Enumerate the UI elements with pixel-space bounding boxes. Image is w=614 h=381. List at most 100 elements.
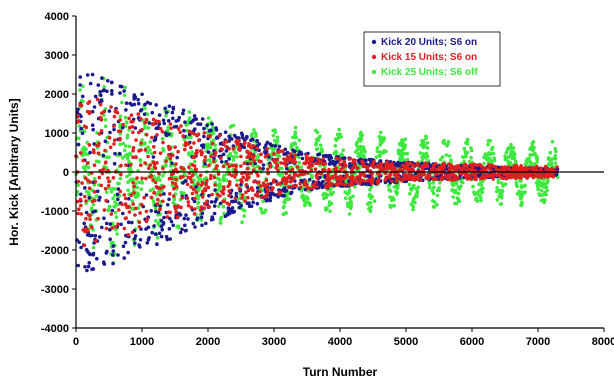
data-point bbox=[194, 117, 198, 121]
data-point bbox=[162, 215, 166, 220]
data-point bbox=[173, 145, 177, 149]
data-point bbox=[215, 164, 219, 168]
data-point bbox=[261, 167, 266, 171]
data-point bbox=[102, 109, 106, 114]
data-point bbox=[513, 159, 518, 164]
data-point bbox=[123, 115, 128, 120]
data-point bbox=[195, 148, 199, 153]
data-point bbox=[124, 163, 128, 167]
data-point bbox=[109, 212, 114, 216]
data-point bbox=[293, 153, 297, 157]
data-point bbox=[78, 75, 82, 79]
data-point bbox=[167, 227, 172, 231]
data-point bbox=[405, 151, 410, 156]
data-point bbox=[303, 197, 307, 201]
data-point bbox=[112, 124, 116, 129]
data-point bbox=[227, 153, 231, 158]
data-point bbox=[204, 183, 208, 187]
data-point bbox=[357, 175, 361, 179]
data-point bbox=[106, 176, 110, 180]
data-point bbox=[131, 181, 135, 185]
data-point bbox=[123, 196, 128, 201]
data-point bbox=[280, 166, 284, 171]
data-point bbox=[250, 155, 255, 159]
data-point bbox=[402, 173, 406, 177]
data-point bbox=[530, 141, 535, 146]
data-point bbox=[224, 144, 228, 149]
data-point bbox=[154, 219, 158, 223]
data-point bbox=[121, 244, 126, 248]
data-point bbox=[95, 256, 99, 261]
data-point bbox=[102, 216, 106, 220]
data-point bbox=[208, 134, 212, 138]
data-point bbox=[440, 155, 445, 159]
data-point bbox=[158, 186, 163, 191]
data-point bbox=[539, 188, 544, 193]
data-point bbox=[234, 151, 238, 155]
data-point bbox=[519, 179, 523, 183]
data-point bbox=[122, 226, 127, 231]
data-point bbox=[328, 183, 333, 187]
data-point bbox=[227, 157, 231, 161]
data-point bbox=[235, 155, 239, 159]
data-point bbox=[268, 165, 273, 169]
data-point bbox=[378, 166, 383, 170]
data-point bbox=[179, 205, 183, 210]
data-point bbox=[223, 130, 228, 134]
data-point bbox=[233, 196, 238, 201]
data-point bbox=[192, 114, 197, 118]
data-point bbox=[411, 174, 416, 179]
data-point bbox=[463, 171, 468, 176]
data-point bbox=[206, 116, 211, 120]
data-point bbox=[162, 192, 166, 196]
data-point bbox=[328, 209, 332, 213]
data-point bbox=[219, 215, 224, 220]
data-point bbox=[167, 104, 172, 108]
data-point bbox=[202, 131, 207, 135]
data-point bbox=[349, 201, 353, 205]
data-point bbox=[474, 177, 478, 182]
data-point bbox=[103, 186, 108, 191]
data-point bbox=[203, 202, 208, 206]
data-point bbox=[506, 171, 511, 176]
data-point bbox=[92, 163, 97, 167]
data-point bbox=[316, 152, 320, 157]
data-point bbox=[170, 153, 175, 158]
data-point bbox=[535, 160, 539, 164]
data-point bbox=[193, 207, 197, 211]
data-point bbox=[122, 256, 126, 260]
x-tick-label: 2000 bbox=[196, 336, 220, 348]
data-point bbox=[78, 151, 83, 155]
data-point bbox=[251, 188, 255, 192]
y-tick-label: -3000 bbox=[41, 284, 69, 296]
data-point bbox=[96, 143, 101, 148]
data-point bbox=[115, 232, 119, 236]
data-point bbox=[391, 196, 395, 201]
data-point bbox=[244, 183, 249, 187]
data-point bbox=[94, 239, 98, 243]
data-point bbox=[110, 89, 114, 93]
data-point bbox=[123, 240, 128, 245]
data-point bbox=[197, 138, 201, 143]
data-point bbox=[207, 158, 212, 162]
data-point bbox=[259, 152, 263, 156]
data-point bbox=[119, 172, 123, 177]
data-point bbox=[80, 131, 85, 136]
data-point bbox=[80, 94, 85, 99]
data-point bbox=[88, 180, 93, 184]
data-point bbox=[164, 133, 169, 138]
data-point bbox=[113, 108, 118, 113]
data-point bbox=[192, 141, 196, 145]
data-point bbox=[132, 184, 136, 189]
data-point bbox=[181, 181, 185, 185]
data-point bbox=[310, 175, 314, 180]
data-point bbox=[157, 189, 162, 193]
data-point bbox=[196, 201, 200, 205]
data-point bbox=[333, 172, 338, 177]
data-point bbox=[93, 94, 98, 99]
data-point bbox=[149, 195, 154, 200]
data-point bbox=[281, 187, 286, 191]
data-point bbox=[138, 238, 143, 242]
data-point bbox=[185, 182, 190, 187]
data-point bbox=[92, 105, 97, 109]
